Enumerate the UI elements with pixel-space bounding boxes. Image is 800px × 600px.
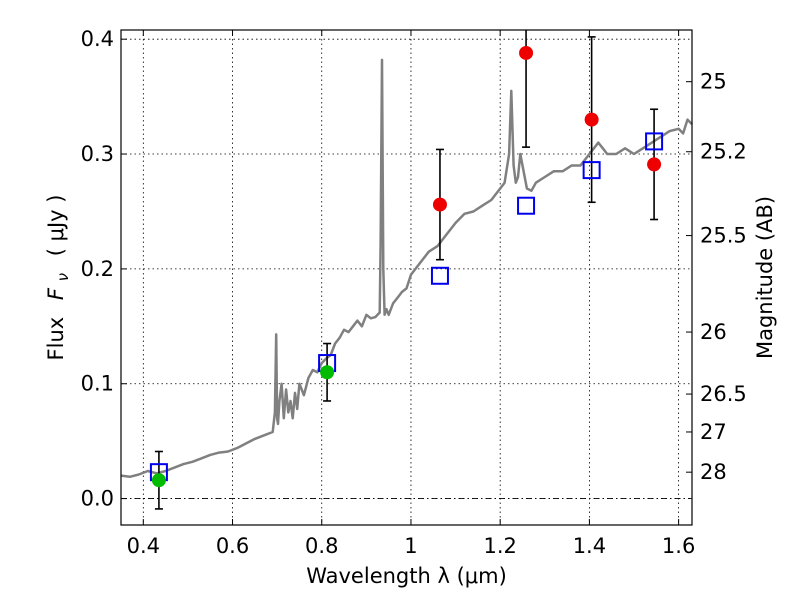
y-axis-label: Flux F ν ( μJy ) xyxy=(44,195,73,361)
magnitude-tick-label: 26 xyxy=(700,320,727,344)
plot-frame xyxy=(120,29,693,526)
model-photometry-boxes xyxy=(149,132,664,482)
x-axis-label: Wavelength λ (μm) xyxy=(306,564,507,588)
x-axis-ticks: 0.4 0.6 0.8 1 1.2 1.4 1.6 xyxy=(127,30,695,558)
observed-point xyxy=(647,157,662,172)
model-photometry-box xyxy=(517,196,536,215)
magnitude-axis-ticks: 25 25.2 25.5 26 26.5 27 28 xyxy=(686,70,747,484)
model-spectrum xyxy=(120,58,693,479)
y-axis-label-prefix: Flux xyxy=(44,317,68,361)
model-photometry-box xyxy=(430,266,449,285)
y-tick-label: 0.1 xyxy=(81,372,114,396)
magnitude-tick-label: 27 xyxy=(700,420,727,444)
error-bars xyxy=(154,30,659,510)
magnitude-tick-label: 25.5 xyxy=(700,224,747,248)
y-axis-label-units: ( μJy ) xyxy=(44,195,68,257)
magnitude-axis-label: Magnitude (AB) xyxy=(753,196,777,359)
y-axis-ticks: 0.0 0.1 0.2 0.3 0.4 xyxy=(81,27,127,511)
x-tick-label: 1.4 xyxy=(573,534,606,558)
y-tick-label: 0.3 xyxy=(81,142,114,166)
observed-point xyxy=(432,197,447,212)
y-tick-label: 0.0 xyxy=(81,487,114,511)
observed-point xyxy=(584,112,599,127)
spectrum-line xyxy=(120,58,693,479)
x-tick-label: 0.6 xyxy=(216,534,249,558)
x-tick-label: 1.2 xyxy=(483,534,516,558)
magnitude-tick-label: 26.5 xyxy=(700,382,747,406)
observed-points xyxy=(151,45,662,488)
magnitude-tick-label: 25 xyxy=(700,70,727,94)
observed-point xyxy=(519,45,534,60)
y-axis-label-subscript: ν xyxy=(54,273,72,281)
magnitude-tick-label: 25.2 xyxy=(700,140,747,164)
model-photometry-box xyxy=(645,132,664,151)
model-photometry-box xyxy=(582,161,601,180)
y-axis-label-symbol: F xyxy=(44,287,68,300)
x-tick-label: 1.6 xyxy=(662,534,695,558)
grid xyxy=(121,30,692,525)
magnitude-tick-label: 28 xyxy=(700,460,727,484)
observed-point xyxy=(320,365,335,380)
y-tick-label: 0.2 xyxy=(81,257,114,281)
x-tick-label: 1 xyxy=(404,534,417,558)
y-tick-label: 0.4 xyxy=(81,27,114,51)
x-tick-label: 0.8 xyxy=(305,534,338,558)
observed-point xyxy=(151,473,166,488)
x-tick-label: 0.4 xyxy=(127,534,160,558)
